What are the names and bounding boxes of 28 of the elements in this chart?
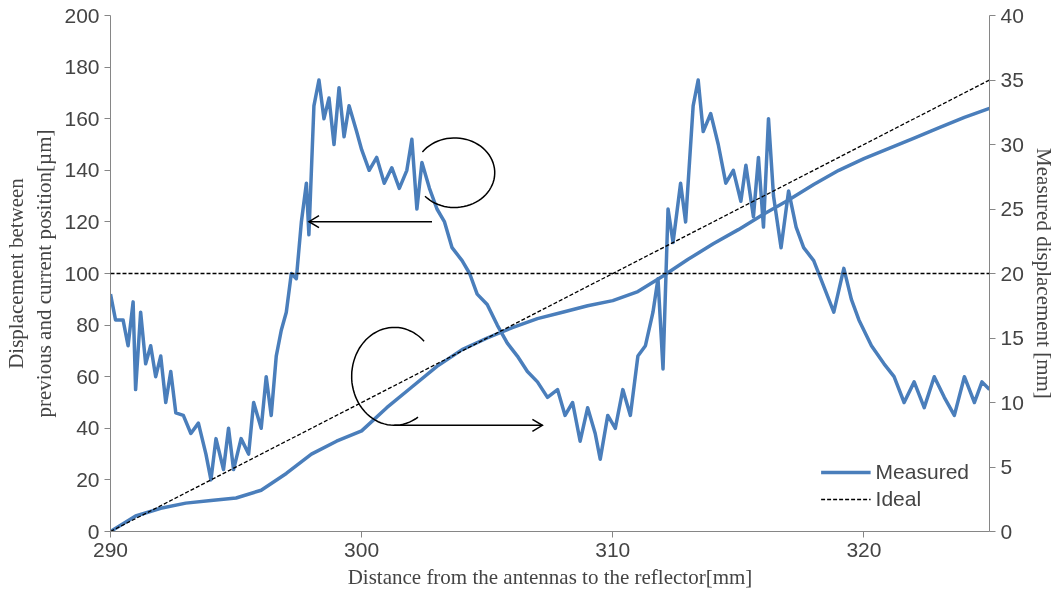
y2-tick-label: 5 <box>1000 455 1013 478</box>
y-tick-label: 120 <box>64 209 100 233</box>
y2-tick-label: 15 <box>1000 326 1024 349</box>
y2-axis-title: Measured displacement [mm] <box>1031 148 1056 399</box>
y2-tick-label: 40 <box>1000 3 1024 27</box>
y2-tick-label: 25 <box>1000 197 1024 220</box>
x-tick-label: 300 <box>344 537 380 561</box>
y2-tick-label: 10 <box>1000 390 1024 414</box>
y2-tick-label: 30 <box>1000 132 1024 156</box>
legend-label: Ideal <box>875 487 922 511</box>
y-tick-label: 0 <box>87 519 100 543</box>
y-axis-title: Displacement between previous and current position[µm] <box>3 129 57 418</box>
y-tick-label: 180 <box>64 55 100 79</box>
y-tick-label: 40 <box>76 416 100 440</box>
x-axis-title: Distance from the antennas to the reflector[mm] <box>347 564 753 589</box>
x-tick-label: 310 <box>595 537 631 561</box>
y-tick-label: 100 <box>64 261 100 285</box>
y2-tick-label: 35 <box>1000 68 1024 91</box>
y-tick-label: 200 <box>64 3 100 27</box>
y-tick-label: 20 <box>76 467 100 491</box>
x-tick-label: 320 <box>846 537 882 561</box>
y-tick-label: 140 <box>64 158 100 182</box>
legend-label: Measured <box>875 460 969 484</box>
y-tick-label: 160 <box>64 106 100 130</box>
y2-tick-label: 0 <box>1000 519 1013 543</box>
y2-tick-label: 20 <box>1000 261 1024 285</box>
y-tick-label: 60 <box>76 364 100 388</box>
y-tick-label: 80 <box>76 313 100 337</box>
